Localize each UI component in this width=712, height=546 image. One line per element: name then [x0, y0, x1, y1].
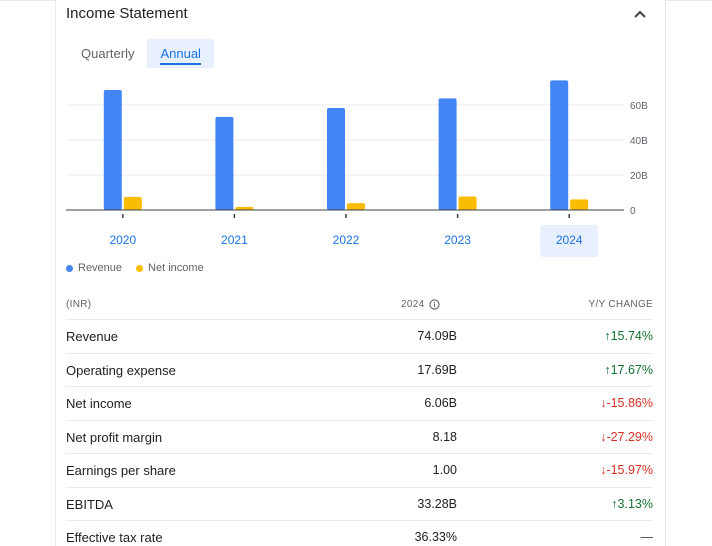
row-label: Net income: [66, 396, 132, 411]
row-label: Effective tax rate: [66, 530, 163, 545]
x-tick-label: 2023: [444, 233, 471, 247]
row-change: —: [641, 530, 654, 544]
y-tick-label: 20B: [630, 171, 648, 182]
revenue-bar: [327, 107, 345, 210]
row-value: 36.33%: [414, 530, 457, 544]
row-change: ↑17.67%: [604, 363, 653, 377]
row-value: 6.06B: [424, 396, 457, 410]
income-chart: 60B 40B 20B 0 2020 2021 2022 2023 2024: [66, 80, 648, 257]
y-tick-label: 60B: [630, 101, 648, 112]
row-value: 74.09B: [417, 329, 457, 343]
chevron-up-icon: [634, 10, 646, 18]
revenue-bar: [103, 89, 122, 210]
legend-revenue-label: Revenue: [78, 262, 123, 274]
net-income-bar: [347, 203, 365, 210]
table-row: Effective tax rate 36.33% —: [66, 521, 653, 546]
selected-year-highlight: [540, 225, 599, 257]
year-header: 2024: [401, 299, 441, 310]
row-label: Earnings per share: [66, 463, 176, 478]
row-change: ↓-15.97%: [600, 463, 653, 477]
revenue-bar: [550, 80, 569, 210]
card-title: Income Statement: [66, 5, 188, 22]
row-change: ↑3.13%: [611, 497, 653, 511]
table-row: Net profit margin 8.18 ↓-27.29%: [66, 421, 653, 454]
income-statement-card: Income Statement Quarterly Annual 60B 40B…: [55, 0, 666, 546]
change-value: 15.74%: [610, 329, 653, 343]
chart-legend: Revenue Net income: [66, 262, 218, 274]
currency-header: (INR): [66, 299, 92, 310]
y-tick-label: 40B: [630, 136, 648, 147]
table-row: Revenue 74.09B ↑15.74%: [66, 320, 653, 354]
change-value: 17.67%: [610, 362, 653, 377]
arrow-down-icon: ↓: [600, 429, 607, 444]
net-income-bar: [458, 196, 477, 210]
change-header: Y/Y CHANGE: [588, 299, 653, 310]
table-row: EBITDA 33.28B ↑3.13%: [66, 488, 653, 521]
tab-quarterly[interactable]: Quarterly: [81, 46, 135, 61]
row-label: EBITDA: [66, 496, 113, 512]
table-header: (INR) 2024 Y/Y CHANGE: [66, 290, 653, 320]
revenue-dot: [66, 264, 73, 272]
row-value: 8.18: [432, 429, 457, 444]
collapse-button[interactable]: [629, 4, 651, 26]
legend-net-income-label: Net income: [148, 262, 204, 274]
row-value: 33.28B: [417, 496, 457, 511]
x-tick-label: 2022: [333, 233, 360, 247]
x-tick-label: 2021: [221, 233, 248, 247]
table-row: Earnings per share 1.00 ↓-15.97%: [66, 454, 653, 488]
table-row: Operating expense 17.69B ↑17.67%: [66, 354, 653, 387]
arrow-up-icon: ↑: [604, 362, 611, 377]
legend-revenue: Revenue: [66, 262, 122, 274]
change-value: —: [640, 530, 654, 544]
row-change: ↓-15.86%: [600, 396, 653, 410]
arrow-up-icon: ↑: [604, 329, 611, 343]
change-value: -15.86%: [606, 396, 653, 410]
revenue-bar: [438, 98, 457, 210]
info-icon[interactable]: [429, 299, 441, 310]
arrow-up-icon: ↑: [611, 496, 618, 511]
net-income-bar: [570, 199, 589, 210]
row-label: Revenue: [66, 329, 119, 344]
change-value: -27.29%: [606, 429, 653, 444]
table-row: Net income 6.06B ↓-15.86%: [66, 387, 653, 421]
revenue-bar: [215, 116, 234, 210]
change-value: -15.97%: [606, 463, 653, 477]
x-tick-label: 2024: [556, 233, 583, 247]
year-header-label: 2024: [401, 299, 425, 310]
net-income-bar: [235, 206, 254, 210]
financials-table: Revenue 74.09B ↑15.74% Operating expense 17.…: [66, 320, 653, 546]
arrow-down-icon: ↓: [600, 396, 607, 410]
arrow-down-icon: ↓: [600, 463, 607, 477]
legend-net-income: Net income: [136, 262, 204, 274]
change-value: 3.13%: [617, 496, 653, 511]
x-tick-label: 2020: [109, 233, 136, 247]
row-change: ↓-27.29%: [600, 430, 653, 444]
row-change: ↑15.74%: [604, 329, 653, 343]
tab-annual[interactable]: Annual: [147, 39, 214, 68]
row-value: 1.00: [432, 463, 457, 477]
row-value: 17.69B: [417, 362, 457, 377]
row-label: Net profit margin: [66, 429, 163, 445]
row-label: Operating expense: [66, 362, 176, 378]
net-income-bar: [123, 196, 142, 210]
period-tabs: Quarterly Annual: [68, 39, 214, 68]
y-tick-label: 0: [630, 206, 636, 217]
net-income-dot: [136, 264, 144, 272]
